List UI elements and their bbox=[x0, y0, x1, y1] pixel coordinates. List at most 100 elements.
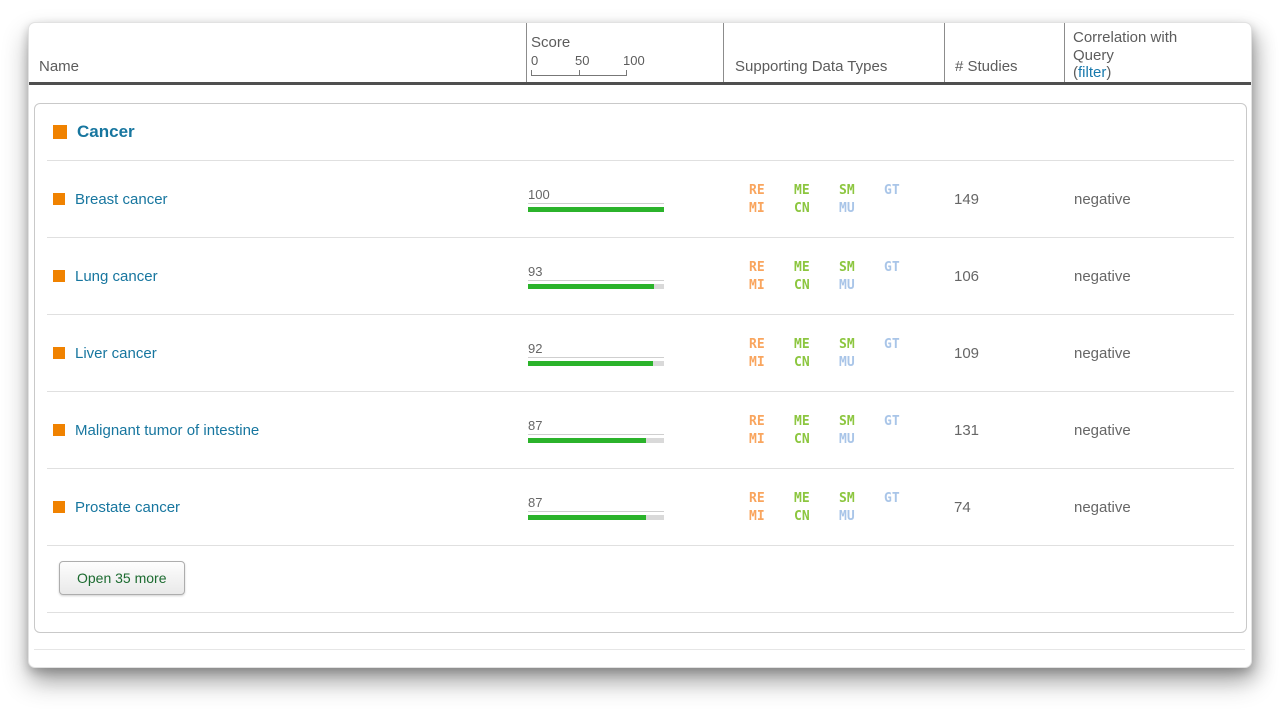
badges-cell: RE ME SM GT MI CN MU bbox=[725, 414, 946, 447]
score-widget: 92 bbox=[528, 341, 664, 366]
supporting-data-types: RE ME SM GT MI CN MU bbox=[749, 337, 929, 370]
correlation-label-line1: Correlation with bbox=[1073, 29, 1178, 46]
supporting-data-types: RE ME SM GT MI CN MU bbox=[749, 183, 929, 216]
panel-bottom-space bbox=[35, 613, 1246, 627]
score-rule bbox=[528, 433, 664, 435]
row-divider bbox=[47, 314, 1234, 315]
orange-square-icon bbox=[53, 270, 65, 282]
column-header-name[interactable]: Name bbox=[29, 23, 526, 82]
score-widget: 100 bbox=[528, 187, 664, 212]
column-header-studies[interactable]: # Studies bbox=[944, 23, 1064, 82]
score-tick-50: 50 bbox=[575, 53, 590, 68]
gt-badge: GT bbox=[884, 490, 900, 506]
supporting-data-types: RE ME SM GT MI CN MU bbox=[749, 491, 929, 524]
column-header-score[interactable]: Score 0 50 100 bbox=[526, 23, 723, 82]
table-row: Malignant tumor of intestine 87 RE ME SM GT… bbox=[35, 392, 1246, 468]
sm-badge: SM bbox=[839, 336, 855, 352]
mi-badge: MI bbox=[749, 508, 765, 524]
correlation-value: negative bbox=[1074, 267, 1131, 285]
score-rule bbox=[528, 202, 664, 204]
group-title-link[interactable]: Cancer bbox=[77, 122, 135, 141]
correlation-label-line2: Query bbox=[1073, 46, 1114, 64]
table-row: Breast cancer 100 RE ME SM GT MI CN MU 149 neg… bbox=[35, 161, 1246, 237]
score-tick-100: 100 bbox=[623, 53, 645, 68]
row-divider bbox=[47, 237, 1234, 238]
mu-badge: MU bbox=[839, 200, 855, 216]
correlation-value: negative bbox=[1074, 421, 1131, 439]
cn-badge: CN bbox=[794, 277, 810, 293]
disease-link[interactable]: Lung cancer bbox=[75, 267, 158, 285]
sm-badge: SM bbox=[839, 182, 855, 198]
row-divider bbox=[47, 160, 1234, 161]
me-badge: ME bbox=[794, 336, 810, 352]
re-badge: RE bbox=[749, 413, 765, 429]
panel-bottom-divider bbox=[47, 612, 1234, 613]
correlation-value: negative bbox=[1074, 498, 1131, 516]
column-header-supporting-data-types[interactable]: Supporting Data Types bbox=[723, 23, 944, 82]
name-cell: Lung cancer bbox=[35, 268, 528, 285]
re-badge: RE bbox=[749, 336, 765, 352]
sm-badge: SM bbox=[839, 490, 855, 506]
mi-badge: MI bbox=[749, 431, 765, 447]
disease-link[interactable]: Liver cancer bbox=[75, 344, 157, 362]
score-track bbox=[528, 437, 664, 443]
score-widget: 87 bbox=[528, 418, 664, 443]
score-value: 100 bbox=[528, 186, 550, 202]
disease-link[interactable]: Breast cancer bbox=[75, 190, 168, 208]
sm-badge: SM bbox=[839, 259, 855, 275]
table-row: Liver cancer 92 RE ME SM GT MI CN MU 109 negat… bbox=[35, 315, 1246, 391]
score-value: 92 bbox=[528, 340, 543, 356]
mi-badge: MI bbox=[749, 277, 765, 293]
orange-square-icon bbox=[53, 347, 65, 359]
gt-badge: GT bbox=[884, 413, 900, 429]
score-track bbox=[528, 283, 664, 289]
score-rule bbox=[528, 279, 664, 281]
table-header: Name Score 0 50 100 Supporting Data Type… bbox=[29, 23, 1251, 85]
studies-column-label: # Studies bbox=[955, 58, 1018, 75]
badges-cell: RE ME SM GT MI CN MU bbox=[725, 337, 946, 370]
column-header-correlation: Correlation with Query (filter) bbox=[1064, 23, 1251, 82]
studies-count: 106 bbox=[954, 267, 980, 285]
table-row: Prostate cancer 87 RE ME SM GT MI CN MU 74 neg… bbox=[35, 469, 1246, 545]
supporting-data-types: RE ME SM GT MI CN MU bbox=[749, 414, 929, 447]
cn-badge: CN bbox=[794, 508, 810, 524]
row-divider bbox=[47, 391, 1234, 392]
button-row: Open 35 more bbox=[35, 546, 1246, 612]
gt-badge: GT bbox=[884, 259, 900, 275]
score-scale: 0 50 100 bbox=[531, 53, 651, 69]
correlation-value: negative bbox=[1074, 344, 1131, 362]
score-cell: 87 bbox=[528, 495, 725, 520]
disease-link[interactable]: Malignant tumor of intestine bbox=[75, 421, 260, 439]
me-badge: ME bbox=[794, 413, 810, 429]
score-bar bbox=[528, 360, 654, 366]
mu-badge: MU bbox=[839, 277, 855, 293]
cn-badge: CN bbox=[794, 431, 810, 447]
correlation-filter-wrap: (filter) bbox=[1073, 64, 1251, 82]
results-card: Name Score 0 50 100 Supporting Data Type… bbox=[28, 22, 1252, 668]
group-header-cancer[interactable]: Cancer bbox=[35, 104, 1246, 160]
row-divider bbox=[47, 545, 1234, 546]
orange-square-icon bbox=[53, 125, 67, 139]
me-badge: ME bbox=[794, 490, 810, 506]
score-widget: 87 bbox=[528, 495, 664, 520]
disease-link[interactable]: Prostate cancer bbox=[75, 498, 181, 516]
filter-link[interactable]: filter bbox=[1078, 64, 1107, 82]
score-value: 87 bbox=[528, 417, 543, 433]
score-rule bbox=[528, 356, 664, 358]
mu-badge: MU bbox=[839, 354, 855, 370]
score-bar bbox=[528, 206, 664, 212]
mi-badge: MI bbox=[749, 200, 765, 216]
badges-cell: RE ME SM GT MI CN MU bbox=[725, 491, 946, 524]
open-more-button[interactable]: Open 35 more bbox=[59, 561, 185, 595]
supporting-column-label: Supporting Data Types bbox=[735, 58, 888, 75]
score-value: 93 bbox=[528, 263, 543, 279]
orange-square-icon bbox=[53, 193, 65, 205]
score-ruler bbox=[531, 70, 627, 76]
paren-close: ) bbox=[1106, 64, 1112, 82]
name-column-label: Name bbox=[39, 58, 80, 75]
score-widget: 93 bbox=[528, 264, 664, 289]
score-cell: 87 bbox=[528, 418, 725, 443]
score-cell: 92 bbox=[528, 341, 725, 366]
score-rule bbox=[528, 510, 664, 512]
orange-square-icon bbox=[53, 501, 65, 513]
